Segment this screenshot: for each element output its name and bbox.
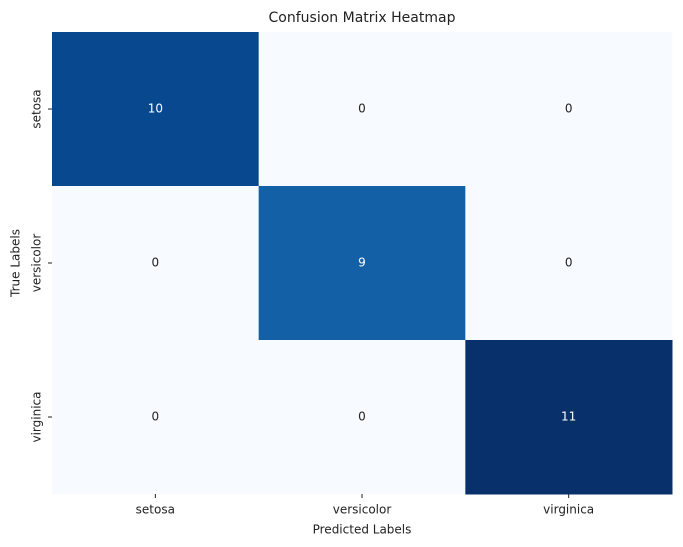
y-tick-label: setosa xyxy=(30,89,44,128)
y-tick-label: virginica xyxy=(30,392,44,443)
cell-label: 0 xyxy=(152,256,160,270)
y-tick-label: versicolor xyxy=(30,234,44,293)
cell xyxy=(52,186,260,341)
x-tick-label: setosa xyxy=(136,503,175,517)
cell-label: 0 xyxy=(565,256,573,270)
cell xyxy=(465,32,673,187)
x-tick-label: virginica xyxy=(543,503,594,517)
cell xyxy=(258,32,466,187)
cell-label: 0 xyxy=(565,102,573,116)
cell xyxy=(258,186,466,341)
cell-label: 0 xyxy=(358,410,366,424)
cell-label: 0 xyxy=(358,102,366,116)
cell-label: 10 xyxy=(148,102,163,116)
chart-title: Confusion Matrix Heatmap xyxy=(269,10,456,26)
cell xyxy=(258,340,466,495)
cell-label: 11 xyxy=(561,410,576,424)
cell-label: 9 xyxy=(358,256,366,270)
cell xyxy=(465,186,673,341)
x-tick-label: versicolor xyxy=(333,503,392,517)
cell xyxy=(52,340,260,495)
cell xyxy=(465,340,673,495)
cell xyxy=(52,32,260,187)
y-axis-label: True Labels xyxy=(9,229,23,298)
x-axis-label: Predicted Labels xyxy=(313,523,412,537)
cell-label: 0 xyxy=(152,410,160,424)
